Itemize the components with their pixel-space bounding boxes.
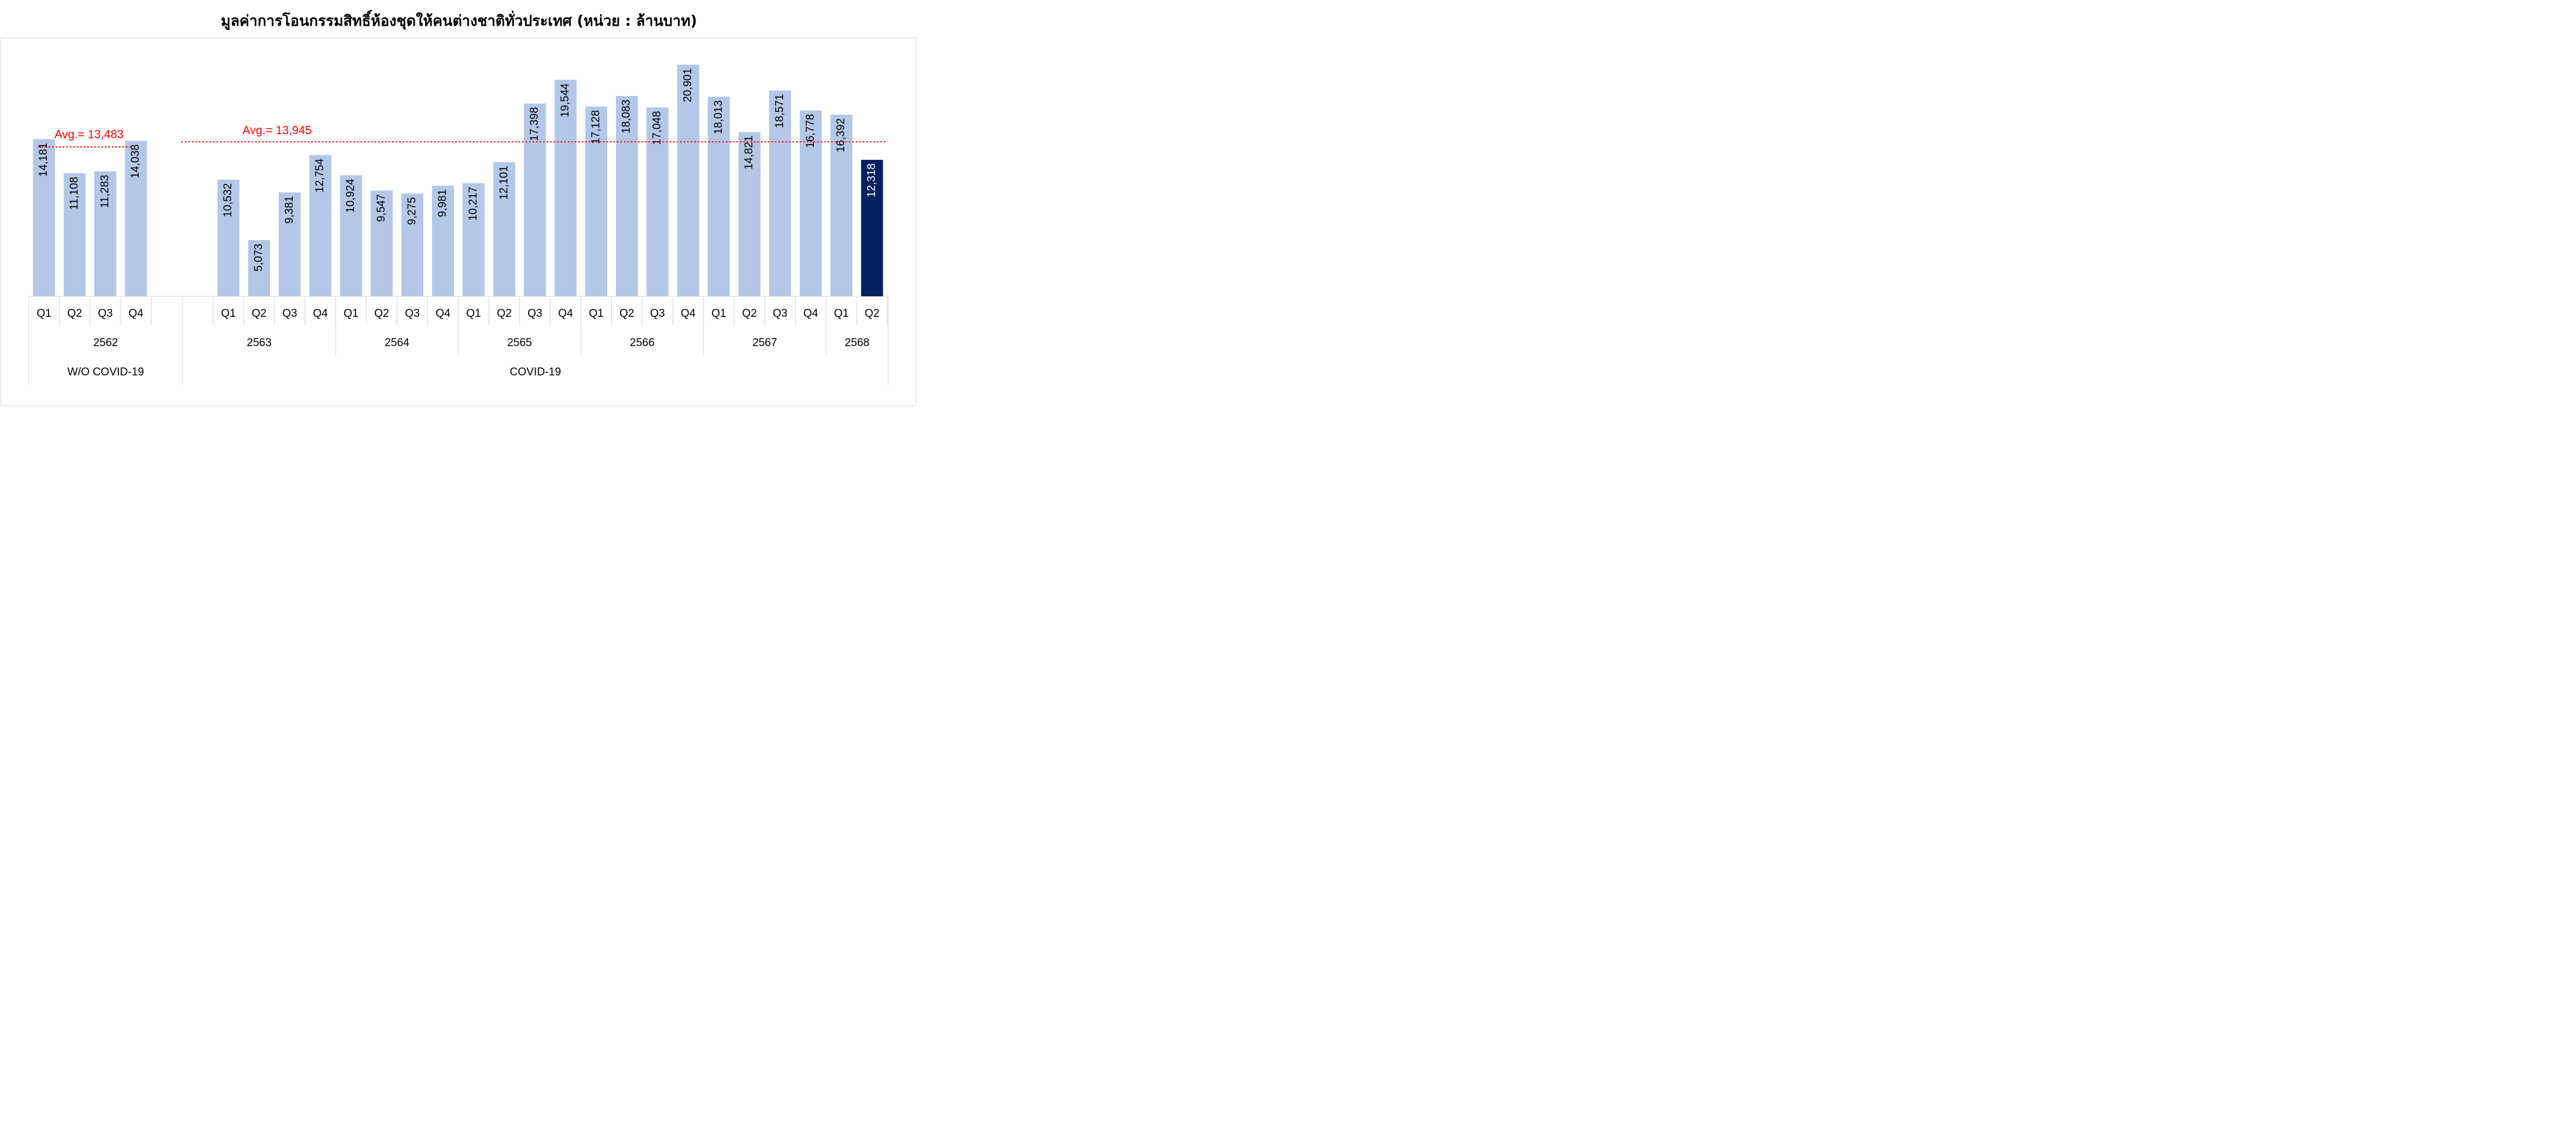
quarter-label: Q1 xyxy=(589,307,604,320)
year-label-2567: 2567 xyxy=(752,337,777,349)
quarter-label: Q3 xyxy=(773,307,787,320)
data-label-2563-q3: 9,381 xyxy=(283,196,296,224)
category-axis: Q1 Q2 Q3 Q4 2562 W/O COVID-19 Q1 Q2 Q3 Q4 2563 Q1 Q2… xyxy=(28,296,889,385)
quarter-label: Q1 xyxy=(466,307,481,320)
data-label-2565-q3: 17,398 xyxy=(529,107,541,141)
bar-2564-q4 xyxy=(431,186,454,296)
quarter-label: Q1 xyxy=(221,307,235,320)
quarter-label: Q1 xyxy=(344,307,358,320)
bar-2566-q1 xyxy=(585,106,608,296)
data-label-2563-q1: 10,532 xyxy=(222,183,234,217)
data-label-2567-q4: 16,778 xyxy=(804,114,817,148)
bar-2564-q2 xyxy=(371,190,393,296)
data-label-2565-q4: 19,544 xyxy=(559,83,571,118)
year-label-2565: 2565 xyxy=(507,337,532,349)
bar-2565-q3 xyxy=(523,103,546,297)
quarter-label: Q2 xyxy=(67,307,82,320)
bar-2566-q3 xyxy=(646,107,669,296)
year-label-2562: 2562 xyxy=(93,337,118,349)
bar-2564-q1 xyxy=(340,175,362,296)
data-label-2564-q2: 9,547 xyxy=(375,194,388,222)
bar-2563-q1 xyxy=(217,179,239,296)
quarter-label: Q2 xyxy=(497,307,512,320)
data-label-2564-q4: 9,981 xyxy=(437,189,449,217)
quarter-label: Q4 xyxy=(803,307,818,320)
year-label-2566: 2566 xyxy=(630,337,655,349)
quarter-label: Q3 xyxy=(98,307,112,320)
data-label-2567-q2: 14,821 xyxy=(743,136,755,170)
bar-2565-q2 xyxy=(493,162,516,296)
bar-2568-q1 xyxy=(830,114,852,296)
bar-2563-q3 xyxy=(279,192,301,296)
bar-2564-q3 xyxy=(401,193,423,296)
quarter-label: Q1 xyxy=(36,307,51,320)
bar-2562-q2 xyxy=(63,173,86,296)
quarter-label: Q4 xyxy=(313,307,328,320)
quarter-label: Q4 xyxy=(681,307,696,320)
data-label-2566-q2: 18,083 xyxy=(621,100,633,134)
quarter-label: Q4 xyxy=(436,307,451,320)
chart-canvas: มูลค่าการโอนกรรมสิทธิ์ห้องชุดให้คนต่างชา… xyxy=(0,9,917,406)
data-label-2562-q2: 11,108 xyxy=(68,177,81,210)
data-label-2565-q2: 12,101 xyxy=(498,166,510,200)
quarter-label: Q4 xyxy=(129,307,144,320)
bar-2562-q1 xyxy=(33,139,55,296)
average-lines: Avg.= 13,483 Avg.= 13,945 xyxy=(38,124,888,148)
quarter-label: Q2 xyxy=(865,307,879,320)
bar-2566-q4 xyxy=(677,64,700,296)
data-labels: 14,181 11,108 11,283 14,038 10,532 5,073 9,381… xyxy=(37,69,878,272)
data-label-2566-q4: 20,901 xyxy=(681,69,694,102)
quarter-label: Q2 xyxy=(252,307,266,320)
data-label-2562-q1: 14,181 xyxy=(37,143,50,177)
bar-2563-q2 xyxy=(248,240,270,296)
data-label-2562-q4: 14,038 xyxy=(129,144,142,178)
data-label-2567-q3: 18,571 xyxy=(773,94,786,128)
bar-2563-q4 xyxy=(309,155,331,296)
quarter-label: Q2 xyxy=(374,307,389,320)
average-label: Avg.= 13,483 xyxy=(54,128,124,141)
data-label-2566-q3: 17,048 xyxy=(651,111,663,145)
quarter-label: Q3 xyxy=(650,307,664,320)
year-label-2564: 2564 xyxy=(385,337,410,349)
chart-title: มูลค่าการโอนกรรมสิทธิ์ห้องชุดให้คนต่างชา… xyxy=(221,9,697,30)
quarter-label: Q1 xyxy=(834,307,848,320)
quarter-label: Q3 xyxy=(527,307,542,320)
data-label-2565-q1: 10,217 xyxy=(467,187,479,221)
quarter-label: Q3 xyxy=(405,307,420,320)
bar-2568-q2 xyxy=(861,159,883,296)
year-label-2563: 2563 xyxy=(247,337,272,349)
data-label-2564-q3: 9,275 xyxy=(406,197,418,225)
quarter-label: Q3 xyxy=(282,307,297,320)
data-label-2568-q1: 16,392 xyxy=(835,118,847,152)
bar-2567-q2 xyxy=(738,132,761,296)
group-label: COVID-19 xyxy=(510,366,561,378)
bar-2567-q1 xyxy=(708,97,730,296)
data-label-2564-q1: 10,924 xyxy=(345,179,357,213)
bar-2565-q4 xyxy=(554,80,577,296)
data-label-2563-q4: 12,754 xyxy=(314,158,326,193)
bar-2562-q3 xyxy=(94,171,117,296)
data-label-2567-q1: 18,013 xyxy=(712,100,725,134)
group-label: W/O COVID-19 xyxy=(67,366,144,378)
data-label-2562-q3: 11,283 xyxy=(99,175,111,208)
bar-2566-q2 xyxy=(616,95,638,296)
bar-series xyxy=(33,64,883,297)
data-label-2566-q1: 17,128 xyxy=(590,110,602,144)
bar-2562-q4 xyxy=(125,141,147,296)
quarter-label: Q4 xyxy=(558,307,573,320)
quarter-label: Q2 xyxy=(742,307,756,320)
average-label: Avg.= 13,945 xyxy=(242,124,311,137)
bar-2567-q3 xyxy=(769,90,792,296)
data-label-2568-q2: 12,318 xyxy=(866,163,878,197)
data-label-2563-q2: 5,073 xyxy=(253,244,265,272)
bar-2565-q1 xyxy=(463,183,485,296)
plot-border xyxy=(0,37,917,406)
year-label-2568: 2568 xyxy=(845,337,869,349)
quarter-label: Q2 xyxy=(619,307,634,320)
quarter-label: Q1 xyxy=(711,307,726,320)
